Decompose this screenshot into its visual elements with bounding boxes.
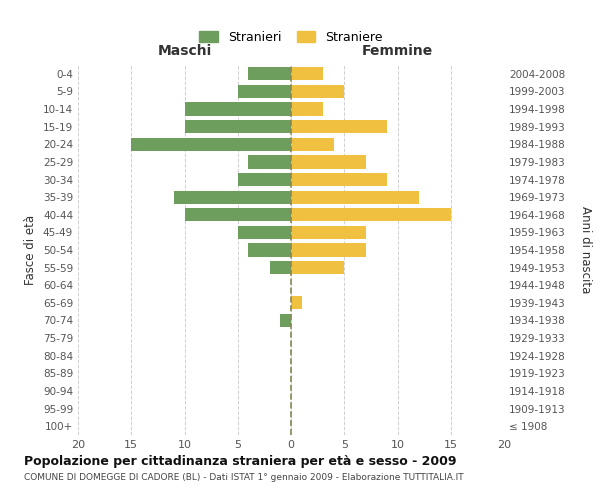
Bar [248, 244, 291, 256]
Bar [291, 226, 365, 239]
Bar [248, 156, 291, 168]
Bar [291, 244, 365, 256]
Bar [291, 85, 344, 98]
Bar [270, 261, 291, 274]
Bar [291, 156, 365, 168]
Bar [291, 296, 302, 310]
Legend: Stranieri, Straniere: Stranieri, Straniere [196, 27, 386, 48]
Bar [291, 173, 387, 186]
Y-axis label: Fasce di età: Fasce di età [25, 215, 37, 285]
Bar [291, 261, 344, 274]
Bar [291, 67, 323, 80]
Bar [185, 208, 291, 222]
Text: Femmine: Femmine [362, 44, 433, 58]
Bar [185, 102, 291, 116]
Y-axis label: Anni di nascita: Anni di nascita [580, 206, 593, 294]
Bar [248, 67, 291, 80]
Bar [238, 173, 291, 186]
Bar [291, 120, 387, 134]
Text: Maschi: Maschi [157, 44, 212, 58]
Bar [291, 208, 451, 222]
Bar [291, 138, 334, 151]
Bar [291, 102, 323, 116]
Bar [131, 138, 291, 151]
Bar [291, 190, 419, 204]
Bar [238, 85, 291, 98]
Text: COMUNE DI DOMEGGE DI CADORE (BL) - Dati ISTAT 1° gennaio 2009 - Elaborazione TUT: COMUNE DI DOMEGGE DI CADORE (BL) - Dati … [24, 472, 464, 482]
Bar [280, 314, 291, 327]
Bar [185, 120, 291, 134]
Bar [238, 226, 291, 239]
Bar [174, 190, 291, 204]
Text: Popolazione per cittadinanza straniera per età e sesso - 2009: Popolazione per cittadinanza straniera p… [24, 455, 457, 468]
